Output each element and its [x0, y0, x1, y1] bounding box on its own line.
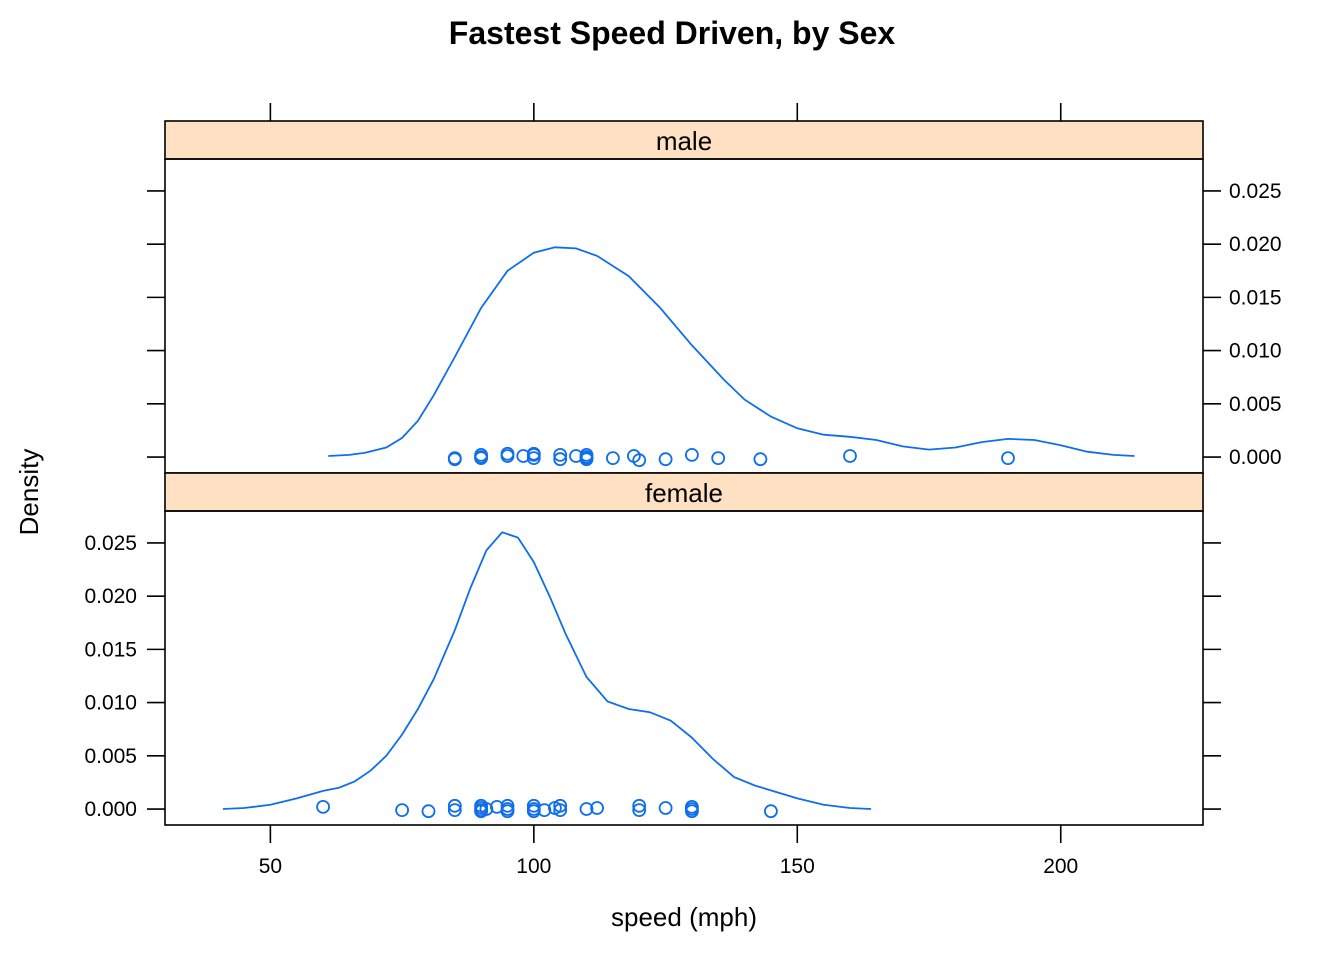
observation-point	[632, 453, 647, 468]
observation-point	[474, 451, 489, 466]
y-tick-label-male: 0.000	[1229, 446, 1282, 469]
y-tick-label-female: 0.015	[84, 638, 137, 661]
observation-point	[632, 798, 647, 813]
x-tick-label: 200	[1043, 855, 1078, 878]
observation-point	[447, 803, 462, 817]
y-tick-label-female: 0.005	[84, 745, 137, 768]
plot-area-male	[328, 246, 1135, 468]
observation-point	[590, 801, 604, 815]
observation-point	[526, 446, 541, 461]
observation-point	[421, 804, 436, 819]
x-tick-label: 50	[259, 855, 282, 878]
observation-point	[395, 803, 410, 817]
observation-point	[447, 798, 462, 813]
observation-point	[658, 801, 673, 815]
y-tick-label-female: 0.020	[84, 585, 137, 608]
observation-point	[711, 451, 726, 466]
strip-female	[164, 472, 1204, 512]
observation-point	[526, 804, 541, 819]
observation-point	[753, 452, 768, 467]
observation-point	[685, 804, 699, 819]
observation-point	[553, 803, 568, 817]
y-axis-title: Density	[14, 449, 44, 536]
observation-point	[843, 449, 857, 463]
panel-female: female	[164, 472, 1204, 826]
panel-frame-female	[164, 510, 1204, 826]
observation-point	[553, 452, 568, 467]
observation-point	[500, 449, 515, 463]
observation-point	[553, 447, 568, 462]
x-tick-label: 100	[516, 855, 551, 878]
y-tick-label-male: 0.015	[1229, 286, 1282, 309]
panel-male: male	[164, 120, 1204, 474]
y-tick-label-female: 0.025	[84, 532, 137, 555]
density-curve-female	[222, 531, 872, 810]
observation-point	[526, 451, 541, 466]
strip-label-female: female	[645, 478, 723, 508]
observation-point	[632, 803, 647, 817]
observation-point	[447, 452, 462, 467]
observation-point	[500, 804, 515, 819]
y-tick-label-female: 0.000	[84, 798, 137, 821]
observation-point	[579, 802, 594, 816]
axes: 50 100 150 200 0.000 0.005 0.010 0.015 0.020 0.02…	[84, 103, 1282, 878]
observation-point	[658, 452, 673, 467]
chart-title: Fastest Speed Driven, by Sex	[449, 15, 896, 51]
y-tick-label-male: 0.005	[1229, 393, 1282, 416]
y-tick-label-male: 0.010	[1229, 340, 1282, 363]
x-tick-label: 150	[780, 855, 815, 878]
panel-frame-male	[164, 158, 1204, 474]
observation-point	[553, 798, 568, 813]
observation-point	[685, 447, 699, 462]
y-tick-label-male: 0.025	[1229, 180, 1282, 203]
strip-male	[164, 120, 1204, 160]
y-tick-label-male: 0.020	[1229, 233, 1282, 256]
observation-point	[1001, 451, 1015, 466]
observation-point	[764, 804, 778, 819]
observation-point	[579, 450, 594, 464]
observation-point	[316, 800, 331, 814]
density-curve-male	[328, 246, 1135, 457]
plot-area-female	[222, 531, 872, 819]
y-tick-label-female: 0.010	[84, 692, 137, 715]
observation-point	[537, 803, 552, 817]
observation-point	[516, 449, 531, 463]
observation-point	[606, 451, 620, 466]
observation-point	[479, 802, 494, 816]
x-axis-title: speed (mph)	[611, 902, 757, 932]
strip-label-male: male	[656, 126, 712, 156]
